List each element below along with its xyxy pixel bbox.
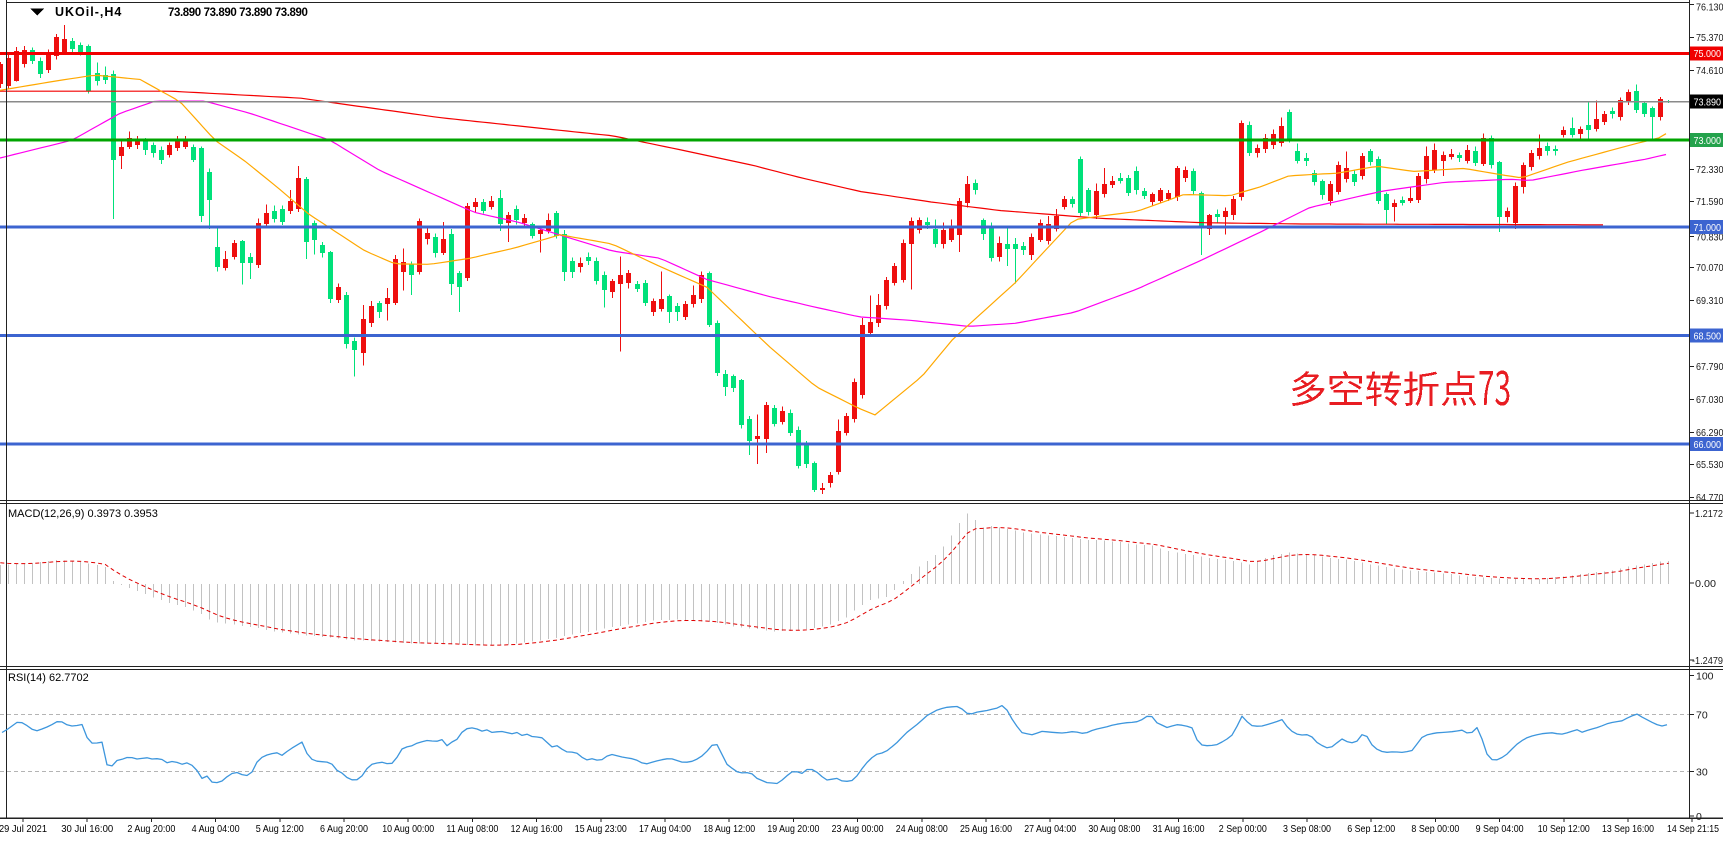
svg-text:71.590: 71.590 [1696, 196, 1723, 208]
svg-text:6 Sep 12:00: 6 Sep 12:00 [1347, 823, 1395, 835]
svg-text:66.290: 66.290 [1696, 427, 1723, 439]
svg-text:66.000: 66.000 [1694, 439, 1722, 451]
svg-text:30 Jul 16:00: 30 Jul 16:00 [61, 823, 113, 835]
svg-text:24 Aug 08:00: 24 Aug 08:00 [896, 823, 948, 835]
svg-text:9 Sep 04:00: 9 Sep 04:00 [1476, 823, 1524, 835]
svg-text:11 Aug 08:00: 11 Aug 08:00 [446, 823, 498, 835]
svg-text:74.610: 74.610 [1696, 65, 1723, 77]
svg-text:0.00: 0.00 [1695, 578, 1716, 590]
svg-text:70: 70 [1696, 709, 1708, 721]
svg-text:15 Aug 23:00: 15 Aug 23:00 [575, 823, 627, 835]
svg-text:29 Jul 2021: 29 Jul 2021 [0, 823, 47, 835]
svg-text:68.500: 68.500 [1694, 330, 1722, 342]
svg-text:RSI(14) 62.7702: RSI(14) 62.7702 [8, 672, 89, 684]
svg-text:23 Aug 00:00: 23 Aug 00:00 [832, 823, 884, 835]
svg-text:65.530: 65.530 [1696, 459, 1723, 471]
svg-text:76.130: 76.130 [1696, 1, 1723, 13]
svg-text:4 Aug 04:00: 4 Aug 04:00 [192, 823, 240, 835]
svg-text:10 Sep 12:00: 10 Sep 12:00 [1538, 823, 1590, 835]
svg-text:71.000: 71.000 [1694, 222, 1722, 234]
svg-text:8 Sep 00:00: 8 Sep 00:00 [1411, 823, 1459, 835]
svg-text:30: 30 [1696, 767, 1708, 779]
svg-text:MACD(12,26,9) 0.3973 0.3953: MACD(12,26,9) 0.3973 0.3953 [8, 508, 158, 520]
svg-text:2 Aug 20:00: 2 Aug 20:00 [127, 823, 175, 835]
svg-text:13 Sep 16:00: 13 Sep 16:00 [1602, 823, 1654, 835]
svg-text:3 Sep 08:00: 3 Sep 08:00 [1283, 823, 1331, 835]
svg-text:67.030: 67.030 [1696, 394, 1723, 406]
svg-text:64.770: 64.770 [1696, 492, 1723, 504]
svg-text:72.330: 72.330 [1696, 164, 1723, 176]
svg-text:-1.2479: -1.2479 [1692, 655, 1723, 667]
svg-text:31 Aug 16:00: 31 Aug 16:00 [1153, 823, 1205, 835]
svg-text:2 Sep 00:00: 2 Sep 00:00 [1219, 823, 1267, 835]
svg-text:75.000: 75.000 [1694, 48, 1722, 60]
svg-text:5 Aug 12:00: 5 Aug 12:00 [256, 823, 304, 835]
svg-text:30 Aug 08:00: 30 Aug 08:00 [1088, 823, 1140, 835]
svg-text:75.370: 75.370 [1696, 32, 1723, 44]
svg-text:0: 0 [1696, 811, 1702, 823]
svg-text:14 Sep 21:15: 14 Sep 21:15 [1667, 823, 1719, 835]
svg-text:70.070: 70.070 [1696, 262, 1723, 274]
svg-text:67.790: 67.790 [1696, 361, 1723, 373]
svg-text:1.2172: 1.2172 [1695, 508, 1723, 520]
svg-text:73.000: 73.000 [1694, 135, 1722, 147]
svg-text:19 Aug 20:00: 19 Aug 20:00 [767, 823, 819, 835]
svg-text:73.890: 73.890 [1694, 96, 1722, 108]
svg-text:UKOil-,H4: UKOil-,H4 [55, 5, 122, 19]
svg-text:6 Aug 20:00: 6 Aug 20:00 [320, 823, 368, 835]
svg-text:27 Aug 04:00: 27 Aug 04:00 [1024, 823, 1076, 835]
svg-text:18 Aug 12:00: 18 Aug 12:00 [703, 823, 755, 835]
svg-text:70.830: 70.830 [1696, 231, 1723, 243]
svg-text:12 Aug 16:00: 12 Aug 16:00 [511, 823, 563, 835]
svg-text:17 Aug 04:00: 17 Aug 04:00 [639, 823, 691, 835]
svg-text:25 Aug 16:00: 25 Aug 16:00 [960, 823, 1012, 835]
svg-text:69.310: 69.310 [1696, 295, 1723, 307]
svg-text:10 Aug 00:00: 10 Aug 00:00 [382, 823, 434, 835]
svg-text:73.890 73.890 73.890 73.890: 73.890 73.890 73.890 73.890 [168, 7, 307, 19]
svg-text:100: 100 [1696, 670, 1714, 682]
